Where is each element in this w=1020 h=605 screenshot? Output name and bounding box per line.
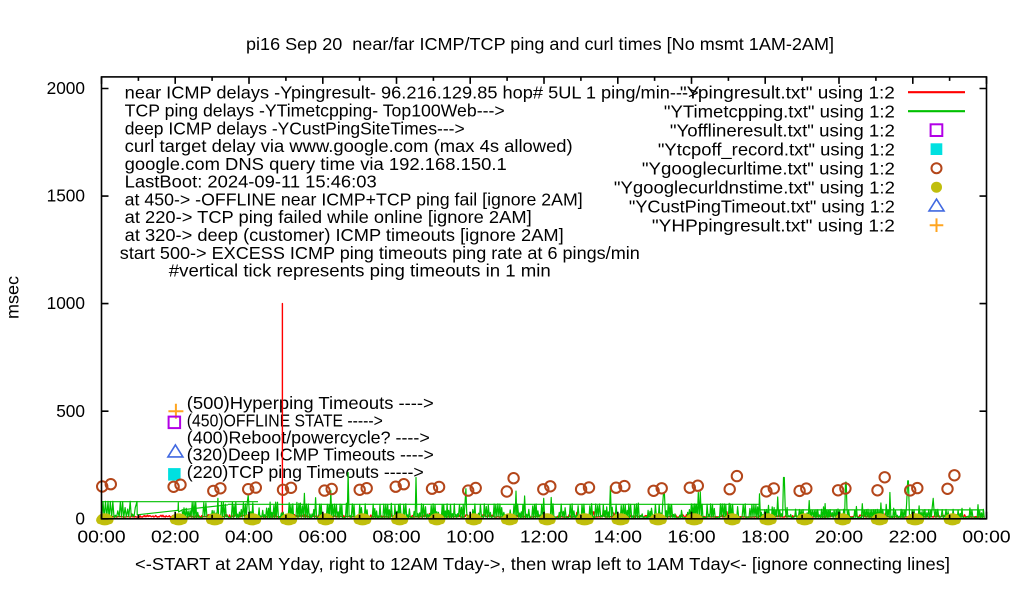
svg-text:(500)Hyperping Timeouts ---->: (500)Hyperping Timeouts ----> xyxy=(187,393,434,413)
svg-text:deep ICMP delays -YCustPingSit: deep ICMP delays -YCustPingSiteTimes---> xyxy=(125,118,465,138)
svg-text:near ICMP delays -Ypingresult-: near ICMP delays -Ypingresult- 96.216.12… xyxy=(125,83,699,103)
svg-text:(320)Deep ICMP Timeouts ---->: (320)Deep ICMP Timeouts ----> xyxy=(187,445,434,465)
svg-text:06:00: 06:00 xyxy=(299,527,348,547)
svg-text:12:00: 12:00 xyxy=(520,527,569,547)
svg-text:google.com DNS query time via: google.com DNS query time via 192.168.15… xyxy=(125,154,507,174)
svg-text:"Ygooglecurldnstime.txt" using: "Ygooglecurldnstime.txt" using 1:2 xyxy=(614,177,895,197)
svg-text:08:00: 08:00 xyxy=(372,527,421,547)
svg-text:02:00: 02:00 xyxy=(151,527,200,547)
svg-text:04:00: 04:00 xyxy=(225,527,274,547)
svg-text:pi16 Sep 20 near/far ICMP/TCP: pi16 Sep 20 near/far ICMP/TCP ping and c… xyxy=(246,34,834,54)
svg-text:00:00: 00:00 xyxy=(962,527,1011,547)
svg-text:22:00: 22:00 xyxy=(889,527,938,547)
svg-text:1000: 1000 xyxy=(47,293,86,313)
svg-text:#vertical tick represents ping: #vertical tick represents ping timeouts … xyxy=(169,261,551,281)
svg-text:"Ypingresult.txt" using 1:2: "Ypingresult.txt" using 1:2 xyxy=(680,82,895,102)
svg-text:2000: 2000 xyxy=(47,78,86,98)
svg-text:"YCustPingTimeout.txt" using 1: "YCustPingTimeout.txt" using 1:2 xyxy=(629,196,895,216)
svg-text:at 450-> -OFFLINE near ICMP+TC: at 450-> -OFFLINE near ICMP+TCP ping fai… xyxy=(125,189,583,209)
svg-text:curl target delay via www.goog: curl target delay via www.google.com (ma… xyxy=(125,136,573,156)
svg-text:"Yofflineresult.txt" using 1:2: "Yofflineresult.txt" using 1:2 xyxy=(670,120,895,140)
svg-text:start 500-> EXCESS ICMP ping t: start 500-> EXCESS ICMP ping timeouts pi… xyxy=(120,243,640,263)
svg-text:TCP ping delays -YTimetcpping-: TCP ping delays -YTimetcpping- Top100Web… xyxy=(125,101,505,121)
svg-text:"Ytcpoff_record.txt" using 1:2: "Ytcpoff_record.txt" using 1:2 xyxy=(658,139,895,160)
svg-text:"Ygooglecurltime.txt" using 1:: "Ygooglecurltime.txt" using 1:2 xyxy=(642,158,895,178)
svg-text:10:00: 10:00 xyxy=(446,527,495,547)
svg-text:16:00: 16:00 xyxy=(667,527,716,547)
svg-text:LastBoot: 2024-09-11 15:46:03: LastBoot: 2024-09-11 15:46:03 xyxy=(125,172,377,192)
svg-text:20:00: 20:00 xyxy=(815,527,864,547)
svg-text:(400)Reboot/powercycle? ---->: (400)Reboot/powercycle? ----> xyxy=(187,428,430,448)
svg-text:1500: 1500 xyxy=(47,186,86,206)
svg-text:500: 500 xyxy=(56,401,85,421)
svg-text:(450)OFFLINE STATE ----->: (450)OFFLINE STATE -----> xyxy=(187,410,383,430)
svg-text:18:00: 18:00 xyxy=(741,527,790,547)
svg-text:14:00: 14:00 xyxy=(594,527,643,547)
svg-text:msec: msec xyxy=(3,276,23,319)
svg-text:00:00: 00:00 xyxy=(77,527,126,547)
svg-text:at 320-> deep (customer) ICMP: at 320-> deep (customer) ICMP timeouts [… xyxy=(125,225,564,245)
svg-text:"YHPpingresult.txt" using 1:2: "YHPpingresult.txt" using 1:2 xyxy=(652,215,895,235)
svg-text:at 220-> TCP ping failed while: at 220-> TCP ping failed while online [i… xyxy=(125,207,532,227)
svg-text:(220)TCP ping Timeouts ----->: (220)TCP ping Timeouts -----> xyxy=(187,462,424,482)
svg-text:<-START at 2AM Yday, right to: <-START at 2AM Yday, right to 12AM Tday-… xyxy=(135,554,950,574)
svg-text:0: 0 xyxy=(75,508,85,528)
svg-text:"YTimetcpping.txt" using 1:2: "YTimetcpping.txt" using 1:2 xyxy=(664,101,895,121)
